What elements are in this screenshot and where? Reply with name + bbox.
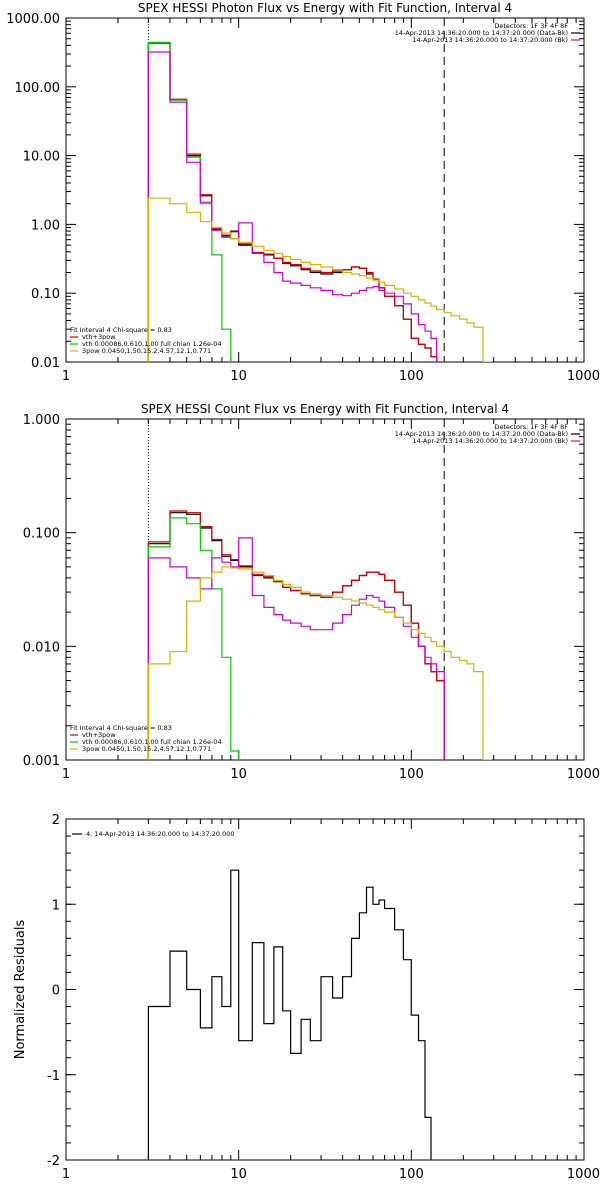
y-axis-label: Normalized Residuals xyxy=(13,920,28,1060)
x-tick-label: 10 xyxy=(230,369,247,384)
chart-panel-2: SPEX HESSI Count Flux vs Energy with Fit… xyxy=(23,402,600,782)
x-tick-label: 100 xyxy=(399,369,424,384)
series-line-1 xyxy=(147,869,432,1160)
plot-frame xyxy=(65,17,585,363)
y-tick-label: 2 xyxy=(52,813,60,828)
legend-entry: 4. 14-Apr-2013 14:36:20.000 to 14:37:20.… xyxy=(86,830,235,838)
series-line-4 xyxy=(147,537,445,760)
plot-frame xyxy=(65,818,585,1161)
x-tick-label: 10 xyxy=(230,1167,247,1182)
chart-title: SPEX HESSI Count Flux vs Energy with Fit… xyxy=(141,402,509,416)
series-line-5 xyxy=(147,566,492,760)
y-tick-label: 1000.00 xyxy=(6,12,60,27)
legend-entry: 14-Apr-2013 14:36:20.000 to 14:37:20.000… xyxy=(395,430,568,438)
y-tick-label: 0 xyxy=(52,984,60,999)
y-tick-label: 0.010 xyxy=(23,640,60,655)
y-tick-label: 1 xyxy=(52,898,60,913)
chart-panel-3: 1 10 100 1000 -2 -1 0 1 2 Normalized Residuals 4. … xyxy=(13,813,600,1182)
series-line-5 xyxy=(147,197,492,362)
legend-entry: Fit Interval 4 Chi-square = 0.83 xyxy=(70,326,172,334)
x-tick-label: 1 xyxy=(62,369,70,384)
legend-entry: vth+3pow xyxy=(82,333,116,341)
y-tick-label: 0.001 xyxy=(23,754,60,769)
y-tick-label: 0.100 xyxy=(23,527,60,542)
x-tick-label: 1000 xyxy=(567,1167,600,1182)
legend-entry: 3pow 0.0450,1.50,15.2,4.57,12.1,0.771 xyxy=(82,347,211,355)
chart-title: SPEX HESSI Photon Flux vs Energy with Fi… xyxy=(138,1,512,15)
y-tick-label: 0.10 xyxy=(31,287,60,302)
y-tick-label: -2 xyxy=(47,1154,60,1169)
legend-entry: 3pow 0.0450,1.50,15.2,4.57,12.1,0.771 xyxy=(82,745,211,753)
x-tick-label: 1000 xyxy=(567,767,600,782)
y-tick-label: 100.00 xyxy=(15,81,61,96)
x-tick-label: 100 xyxy=(399,1167,424,1182)
series-line-3 xyxy=(147,517,240,760)
legend-entry: vth+3pow xyxy=(82,731,116,739)
x-tick-label: 1000 xyxy=(567,369,600,384)
legend-entry: Detectors: 1F 3F 4F 8F xyxy=(494,22,568,30)
y-tick-label: 0.01 xyxy=(31,356,60,371)
y-tick-label: -1 xyxy=(47,1069,60,1084)
legend-entry: 14-Apr-2013 14:36:20.000 to 14:37:20.000… xyxy=(395,29,568,37)
y-tick-label: 1.000 xyxy=(23,413,60,428)
plot-frame xyxy=(65,418,585,761)
y-tick-label: 1.00 xyxy=(31,218,60,233)
y-tick-label: 10.00 xyxy=(23,150,60,165)
legend-entry: vth 0.00086,0.610,1.00 full chian 1.26e-… xyxy=(82,340,222,348)
legend-entry: vth 0.00086,0.610,1.00 full chian 1.26e-… xyxy=(82,738,222,746)
legend-entry: 14-Apr-2013 14:36:20.000 to 14:37:20.000… xyxy=(412,36,568,44)
series-line-2 xyxy=(147,510,445,760)
legend-entry: Detectors: 1F 3F 4F 8F xyxy=(494,423,568,431)
x-tick-label: 10 xyxy=(230,767,247,782)
x-tick-label: 100 xyxy=(399,767,424,782)
x-tick-label: 1 xyxy=(62,1167,70,1182)
series-line-4 xyxy=(147,51,438,362)
legend-entry: 14-Apr-2013 14:36:20.000 to 14:37:20.000… xyxy=(412,437,568,445)
legend-entry: Fit Interval 4 Chi-square = 0.83 xyxy=(70,724,172,732)
chart-panel-1: SPEX HESSI Photon Flux vs Energy with Fi… xyxy=(6,1,600,384)
x-tick-label: 1 xyxy=(62,767,70,782)
